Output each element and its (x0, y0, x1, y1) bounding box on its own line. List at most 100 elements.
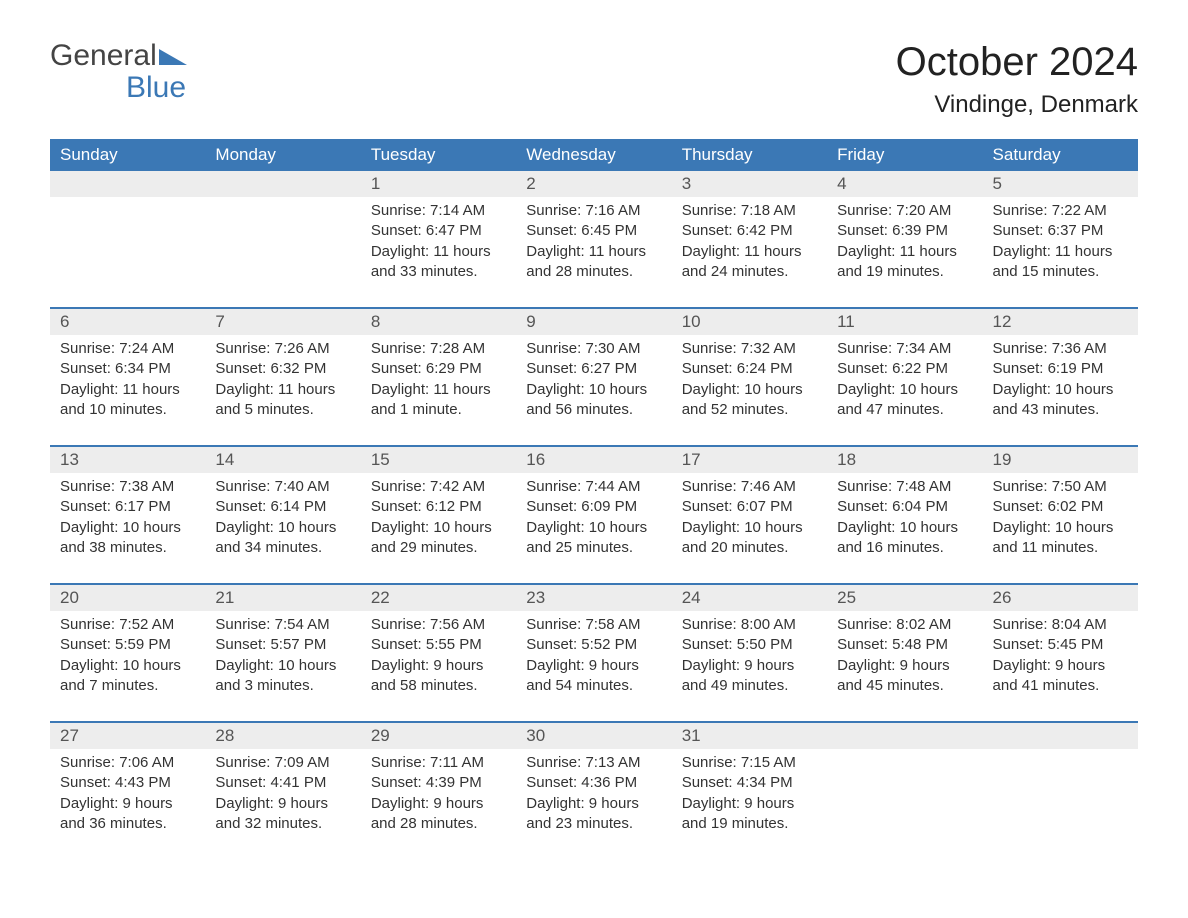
sunrise-line: Sunrise: 7:14 AM (371, 201, 506, 221)
day-cell-4: 4Sunrise: 7:20 AMSunset: 6:39 PMDaylight… (827, 171, 982, 308)
sunrise-line: Sunrise: 7:44 AM (526, 477, 661, 497)
sunset-line: Sunset: 6:14 PM (215, 497, 350, 517)
day-body: Sunrise: 7:44 AMSunset: 6:09 PMDaylight:… (516, 473, 671, 583)
daylight-line: Daylight: 10 hours and 7 minutes. (60, 656, 195, 697)
day-body: Sunrise: 7:46 AMSunset: 6:07 PMDaylight:… (672, 473, 827, 583)
day-cell-24: 24Sunrise: 8:00 AMSunset: 5:50 PMDayligh… (672, 584, 827, 722)
sunset-line: Sunset: 5:45 PM (993, 635, 1128, 655)
day-number: 6 (50, 309, 205, 335)
sunset-line: Sunset: 6:09 PM (526, 497, 661, 517)
week-row: 13Sunrise: 7:38 AMSunset: 6:17 PMDayligh… (50, 446, 1138, 584)
sunset-line: Sunset: 5:57 PM (215, 635, 350, 655)
sunrise-line: Sunrise: 7:20 AM (837, 201, 972, 221)
day-body: Sunrise: 7:13 AMSunset: 4:36 PMDaylight:… (516, 749, 671, 859)
day-number: 14 (205, 447, 360, 473)
day-number: 13 (50, 447, 205, 473)
sunrise-line: Sunrise: 7:58 AM (526, 615, 661, 635)
sunset-line: Sunset: 6:39 PM (837, 221, 972, 241)
sunset-line: Sunset: 4:34 PM (682, 773, 817, 793)
day-body (827, 749, 982, 859)
calendar-table: SundayMondayTuesdayWednesdayThursdayFrid… (50, 139, 1138, 859)
day-cell-10: 10Sunrise: 7:32 AMSunset: 6:24 PMDayligh… (672, 308, 827, 446)
day-body: Sunrise: 7:16 AMSunset: 6:45 PMDaylight:… (516, 197, 671, 307)
day-cell-31: 31Sunrise: 7:15 AMSunset: 4:34 PMDayligh… (672, 722, 827, 859)
sunset-line: Sunset: 5:59 PM (60, 635, 195, 655)
daylight-line: Daylight: 10 hours and 47 minutes. (837, 380, 972, 421)
sunset-line: Sunset: 5:48 PM (837, 635, 972, 655)
day-number: 5 (983, 171, 1138, 197)
day-cell-27: 27Sunrise: 7:06 AMSunset: 4:43 PMDayligh… (50, 722, 205, 859)
daylight-line: Daylight: 9 hours and 32 minutes. (215, 794, 350, 835)
sunrise-line: Sunrise: 7:40 AM (215, 477, 350, 497)
day-cell-21: 21Sunrise: 7:54 AMSunset: 5:57 PMDayligh… (205, 584, 360, 722)
day-body: Sunrise: 7:09 AMSunset: 4:41 PMDaylight:… (205, 749, 360, 859)
sunset-line: Sunset: 6:34 PM (60, 359, 195, 379)
daylight-line: Daylight: 10 hours and 56 minutes. (526, 380, 661, 421)
day-number: 2 (516, 171, 671, 197)
sunrise-line: Sunrise: 7:34 AM (837, 339, 972, 359)
day-number: 12 (983, 309, 1138, 335)
daylight-line: Daylight: 9 hours and 54 minutes. (526, 656, 661, 697)
sunrise-line: Sunrise: 7:11 AM (371, 753, 506, 773)
sunrise-line: Sunrise: 7:54 AM (215, 615, 350, 635)
day-body: Sunrise: 7:11 AMSunset: 4:39 PMDaylight:… (361, 749, 516, 859)
sunset-line: Sunset: 5:50 PM (682, 635, 817, 655)
day-body: Sunrise: 7:26 AMSunset: 6:32 PMDaylight:… (205, 335, 360, 445)
day-number: 7 (205, 309, 360, 335)
daylight-line: Daylight: 11 hours and 28 minutes. (526, 242, 661, 283)
sunrise-line: Sunrise: 7:48 AM (837, 477, 972, 497)
logo: General Blue (50, 40, 187, 103)
sunset-line: Sunset: 4:39 PM (371, 773, 506, 793)
day-number: 15 (361, 447, 516, 473)
week-row: 6Sunrise: 7:24 AMSunset: 6:34 PMDaylight… (50, 308, 1138, 446)
day-number: 4 (827, 171, 982, 197)
day-number: 10 (672, 309, 827, 335)
sunset-line: Sunset: 6:47 PM (371, 221, 506, 241)
day-number: 22 (361, 585, 516, 611)
day-body: Sunrise: 8:04 AMSunset: 5:45 PMDaylight:… (983, 611, 1138, 721)
day-cell-15: 15Sunrise: 7:42 AMSunset: 6:12 PMDayligh… (361, 446, 516, 584)
logo-text-general: General (50, 40, 157, 72)
sunrise-line: Sunrise: 7:28 AM (371, 339, 506, 359)
day-number: 11 (827, 309, 982, 335)
day-body: Sunrise: 7:36 AMSunset: 6:19 PMDaylight:… (983, 335, 1138, 445)
day-cell-8: 8Sunrise: 7:28 AMSunset: 6:29 PMDaylight… (361, 308, 516, 446)
day-number: 29 (361, 723, 516, 749)
sunset-line: Sunset: 6:37 PM (993, 221, 1128, 241)
day-number: 26 (983, 585, 1138, 611)
sunset-line: Sunset: 4:41 PM (215, 773, 350, 793)
daylight-line: Daylight: 10 hours and 20 minutes. (682, 518, 817, 559)
sunrise-line: Sunrise: 8:00 AM (682, 615, 817, 635)
daylight-line: Daylight: 9 hours and 45 minutes. (837, 656, 972, 697)
day-number: 16 (516, 447, 671, 473)
sunrise-line: Sunrise: 7:46 AM (682, 477, 817, 497)
day-cell-30: 30Sunrise: 7:13 AMSunset: 4:36 PMDayligh… (516, 722, 671, 859)
sunset-line: Sunset: 5:55 PM (371, 635, 506, 655)
day-body: Sunrise: 7:48 AMSunset: 6:04 PMDaylight:… (827, 473, 982, 583)
day-number: 9 (516, 309, 671, 335)
day-cell-13: 13Sunrise: 7:38 AMSunset: 6:17 PMDayligh… (50, 446, 205, 584)
day-body: Sunrise: 7:34 AMSunset: 6:22 PMDaylight:… (827, 335, 982, 445)
daylight-line: Daylight: 10 hours and 34 minutes. (215, 518, 350, 559)
weekday-wednesday: Wednesday (516, 139, 671, 171)
day-body: Sunrise: 8:00 AMSunset: 5:50 PMDaylight:… (672, 611, 827, 721)
sunrise-line: Sunrise: 7:32 AM (682, 339, 817, 359)
daylight-line: Daylight: 9 hours and 36 minutes. (60, 794, 195, 835)
day-body: Sunrise: 7:20 AMSunset: 6:39 PMDaylight:… (827, 197, 982, 307)
day-cell-14: 14 Sunrise: 7:40 AMSunset: 6:14 PMDayligh… (205, 446, 360, 584)
sunrise-line: Sunrise: 7:24 AM (60, 339, 195, 359)
weekday-friday: Friday (827, 139, 982, 171)
day-number (983, 723, 1138, 749)
sunrise-line: Sunrise: 7:15 AM (682, 753, 817, 773)
day-cell-19: 19Sunrise: 7:50 AMSunset: 6:02 PMDayligh… (983, 446, 1138, 584)
day-body: Sunrise: 7:15 AMSunset: 4:34 PMDaylight:… (672, 749, 827, 859)
daylight-line: Daylight: 11 hours and 1 minute. (371, 380, 506, 421)
day-body: Sunrise: 7:24 AMSunset: 6:34 PMDaylight:… (50, 335, 205, 445)
sunset-line: Sunset: 5:52 PM (526, 635, 661, 655)
daylight-line: Daylight: 10 hours and 25 minutes. (526, 518, 661, 559)
day-cell-empty (983, 722, 1138, 859)
day-cell-16: 16Sunrise: 7:44 AMSunset: 6:09 PMDayligh… (516, 446, 671, 584)
day-body: Sunrise: 7:52 AMSunset: 5:59 PMDaylight:… (50, 611, 205, 721)
day-cell-23: 23Sunrise: 7:58 AMSunset: 5:52 PMDayligh… (516, 584, 671, 722)
day-number: 20 (50, 585, 205, 611)
